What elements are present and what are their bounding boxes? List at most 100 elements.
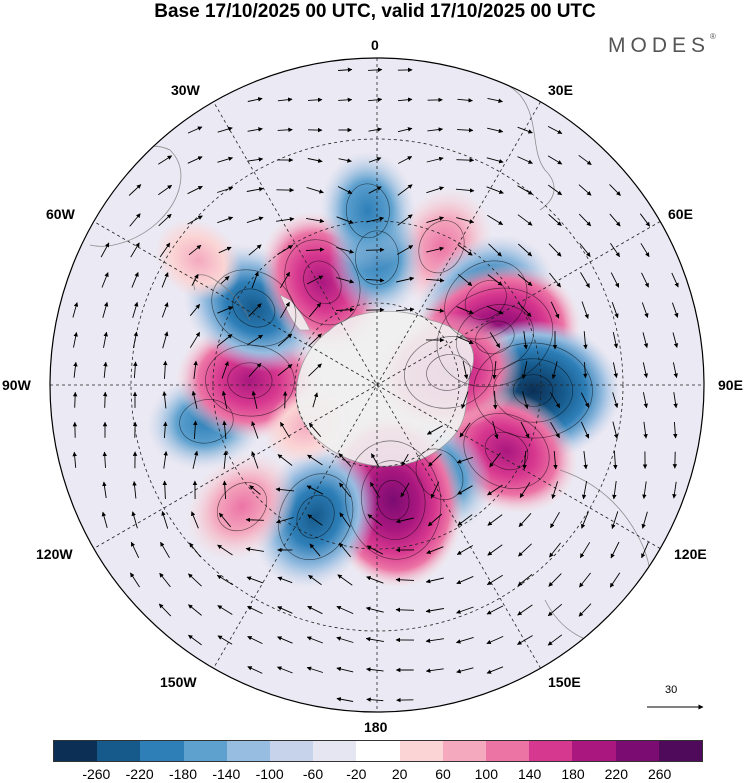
colorbar-tick-label: 100 xyxy=(474,766,499,782)
wind-vector-237 xyxy=(430,481,440,499)
wind-vector-22 xyxy=(487,127,504,134)
wind-vector-281 xyxy=(610,541,620,559)
contour-positive-170e-2 xyxy=(360,460,426,540)
wind-vector-23 xyxy=(517,126,533,134)
wind-vector-107 xyxy=(487,274,503,286)
wind-vector-118 xyxy=(189,303,201,316)
wind-vector-167 xyxy=(612,362,618,379)
colorbar-segment-10 xyxy=(486,741,530,761)
wind-vector-93 xyxy=(640,243,650,258)
wind-vector-143 xyxy=(308,333,322,347)
wind-vector-201 xyxy=(580,421,590,439)
wind-vector-206 xyxy=(102,451,108,468)
wind-vector-292 xyxy=(395,577,415,583)
wind-vector-166 xyxy=(582,362,588,379)
wind-vector-197 xyxy=(459,422,471,438)
wind-vector-18 xyxy=(368,127,382,132)
wind-vector-28 xyxy=(247,157,264,162)
wind-vector-245 xyxy=(672,481,677,499)
wind-vector-176 xyxy=(251,390,258,409)
wind-vector-132 xyxy=(611,302,619,319)
wind-vector-142 xyxy=(277,333,293,347)
wind-vector-40 xyxy=(128,184,142,196)
colorbar-tick-label: 20 xyxy=(391,766,408,782)
wind-vector-269 xyxy=(245,547,264,552)
wind-vector-259 xyxy=(487,514,503,526)
contour-negative-90e-3 xyxy=(473,342,593,439)
wind-vector-230 xyxy=(222,480,227,500)
wind-vector-231 xyxy=(249,485,261,495)
wind-vector-96 xyxy=(161,272,169,288)
wind-vector-272 xyxy=(338,542,352,558)
wind-vector-24 xyxy=(547,126,563,134)
contour-negative-45e-2 xyxy=(444,260,528,340)
wind-vector-180 xyxy=(493,390,498,410)
wind-vector-186 xyxy=(673,392,678,409)
map-title: Base 17/10/2025 00 UTC, valid 17/10/2025… xyxy=(154,1,596,22)
wind-vector-74 xyxy=(639,213,651,227)
wind-vector-8 xyxy=(397,97,413,102)
wind-vector-127 xyxy=(456,306,474,314)
wind-vector-275 xyxy=(426,546,444,554)
wind-vector-111 xyxy=(610,272,620,288)
wind-vector-311 xyxy=(486,605,504,615)
wind-vector-331 xyxy=(336,666,354,673)
wind-vector-158 xyxy=(221,361,229,379)
contour-positive-35w-2 xyxy=(284,239,361,326)
wind-vector-303 xyxy=(247,605,263,615)
contour-positive-30e-1 xyxy=(418,220,465,274)
wind-vector-210 xyxy=(223,450,228,470)
wind-vector-284 xyxy=(159,572,171,588)
wind-vector-271 xyxy=(309,543,321,557)
wind-vector-280 xyxy=(579,542,591,559)
wind-vector-30 xyxy=(307,158,323,163)
wind-vector-308 xyxy=(395,607,415,613)
wind-vector-235 xyxy=(370,481,380,498)
wind-vector-232 xyxy=(275,487,295,492)
wind-vector-170 xyxy=(72,391,78,408)
contour-negative-160w-2 xyxy=(278,473,354,560)
wind-vector-7 xyxy=(368,97,383,102)
wind-vector-191 xyxy=(193,420,198,440)
wind-vector-334 xyxy=(425,668,444,673)
wind-vector-332 xyxy=(366,667,384,672)
wind-vector-304 xyxy=(277,606,293,614)
wind-vector-213 xyxy=(307,454,323,466)
colorbar xyxy=(53,740,703,762)
wind-vector-1 xyxy=(368,67,383,73)
wind-vector-175 xyxy=(221,390,228,409)
wind-vector-67 xyxy=(426,216,445,224)
wind-vector-244 xyxy=(642,481,647,500)
colorbar-segment-2 xyxy=(140,741,184,761)
wind-vector-258 xyxy=(457,514,473,526)
wind-vector-6 xyxy=(338,97,353,103)
wind-vector-26 xyxy=(187,156,203,164)
wind-vector-70 xyxy=(517,214,533,226)
wind-vector-10 xyxy=(457,98,473,103)
wind-vector-38 xyxy=(547,155,563,165)
wind-vector-153 xyxy=(73,361,78,378)
wind-vector-72 xyxy=(578,213,592,227)
wind-vector-131 xyxy=(581,301,589,319)
wind-vector-290 xyxy=(337,574,353,586)
anomaly-positive-60w xyxy=(155,219,242,301)
wind-vector-242 xyxy=(581,481,588,500)
wind-vector-288 xyxy=(277,576,293,584)
contour-positive-135w-1 xyxy=(216,482,268,532)
wind-vector-299 xyxy=(609,572,621,588)
wind-vector-195 xyxy=(308,422,322,437)
wind-vector-31 xyxy=(338,158,352,163)
colorbar-tick-label: -220 xyxy=(125,766,154,782)
wind-vector-255 xyxy=(367,514,383,526)
wind-vector-226 xyxy=(102,481,107,499)
wind-vector-37 xyxy=(517,156,533,164)
contour-negative-0-1 xyxy=(355,230,399,286)
wind-vector-283 xyxy=(130,572,140,588)
wind-vector-183 xyxy=(580,392,590,408)
wind-vector-43 xyxy=(217,186,234,193)
contour-positive-90e-inner-2 xyxy=(404,336,494,409)
wind-vector-95 xyxy=(131,271,139,288)
wind-vector-97 xyxy=(191,273,199,286)
wind-vector-106 xyxy=(457,273,473,287)
wind-vector-240 xyxy=(519,482,531,498)
